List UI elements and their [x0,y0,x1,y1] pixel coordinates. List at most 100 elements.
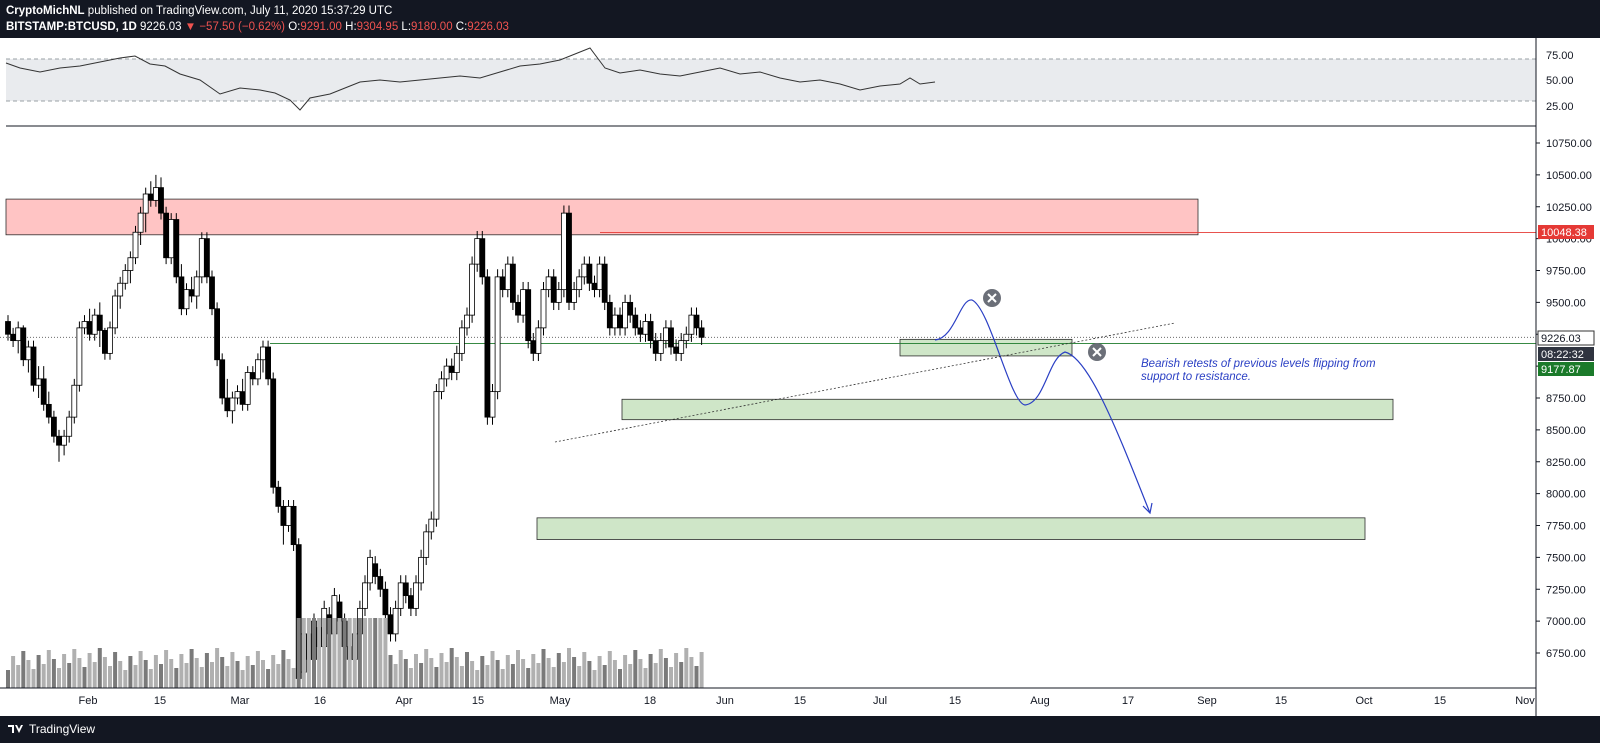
candle [35,378,42,386]
close-icon[interactable] [1088,343,1106,361]
volume-bar [138,651,143,688]
y-tick-label: 7000.00 [1546,616,1586,628]
candle [581,263,588,278]
candle [397,582,404,609]
volume-bars [6,618,704,688]
volume-bar [148,669,153,688]
x-tick-label: 16 [314,695,326,707]
candle [290,505,297,546]
x-tick-label: 15 [949,695,961,707]
candle [260,346,266,361]
candle [127,257,134,271]
volume-bar [16,665,21,688]
volume-bar [531,654,536,688]
volume-bar [658,649,663,688]
volume-bar [393,664,398,688]
resistance-price-text: 10048.38 [1541,227,1587,239]
candle [612,314,618,329]
y-tick-label: 7250.00 [1546,584,1586,596]
volume-bar [87,653,92,688]
x-tick-label: Sep [1197,695,1217,707]
volume-bar [689,657,694,688]
volume-bar [582,652,587,688]
x-tick-label: Apr [395,695,412,707]
candle [377,576,384,590]
volume-bar [36,655,41,688]
volume-bar [561,662,566,688]
volume-bar [255,651,260,688]
x-tick-label: 15 [1275,695,1287,707]
candle [458,327,465,354]
symbol-label[interactable]: BITSTAMP:BTCUSD, 1D [6,21,137,33]
volume-bar [342,618,347,688]
close-icon[interactable] [983,289,1001,307]
candle [198,238,205,278]
volume-bar [77,658,82,688]
volume-bar [67,663,72,688]
candle [367,556,374,584]
last-price: 9226.03 [139,21,182,33]
y-tick-label: 8750.00 [1546,393,1586,405]
volume-bar [368,618,373,688]
zone-resistance[interactable] [5,198,1199,236]
price-change: −57.50 (−0.62%) [199,21,286,33]
volume-bar [470,661,475,688]
candle [586,263,593,284]
tradingview-logo[interactable]: TradingView [8,722,95,736]
candle [509,263,516,303]
candle [117,282,124,297]
candle [448,365,455,373]
volume-bar [266,669,271,688]
volume-bar [352,618,357,688]
volume-bar [41,664,46,688]
brand-name: TradingView [29,722,96,736]
candle [453,352,460,373]
projection: Bearish retests of previous levels flipp… [554,289,1376,515]
volume-bar [638,659,643,688]
volume-bar [118,661,123,688]
y-tick-label: 7750.00 [1546,521,1586,533]
volume-bar [618,669,622,688]
volume-bar [240,670,245,688]
support-price-text: 9177.87 [1541,364,1581,376]
volume-bar [475,670,480,688]
projection-arrowhead [1142,502,1153,515]
volume-bar [153,655,158,688]
volume-bar [633,650,638,688]
price-chart[interactable]: Bearish retests of previous levels flipp… [0,38,1600,716]
zone-support-mid[interactable] [621,398,1394,421]
volume-bar [92,662,97,688]
volume-bar [199,667,204,688]
volume-bar [521,659,526,688]
low-value: 9180.00 [411,21,453,33]
author-name[interactable]: CryptoMichNL [6,5,85,17]
volume-bar [536,663,541,688]
volume-bar [648,654,653,688]
volume-bar [215,648,220,688]
zone-support-low[interactable] [536,517,1366,540]
candle [601,263,608,303]
candle [387,614,394,635]
candle [209,276,215,310]
volume-bar [317,618,322,688]
candle [489,391,496,418]
candle [265,346,272,380]
open-value: 9291.00 [300,21,342,33]
volume-bar [505,655,510,688]
volume-bar [184,663,189,688]
candle [443,365,450,380]
volume-bar [363,618,367,688]
candle [652,340,659,354]
volume-bar [102,657,107,688]
volume-bar [490,651,495,688]
volume-bar [628,664,633,688]
volume-bar [383,618,388,688]
candle [438,378,445,393]
candle [683,333,690,342]
candle [249,372,256,380]
candle [606,301,613,329]
y-tick-label: 9500.00 [1546,297,1586,309]
y-tick-label: 9750.00 [1546,266,1586,278]
y-tick-label: 7500.00 [1546,552,1586,564]
volume-bar [485,665,490,688]
